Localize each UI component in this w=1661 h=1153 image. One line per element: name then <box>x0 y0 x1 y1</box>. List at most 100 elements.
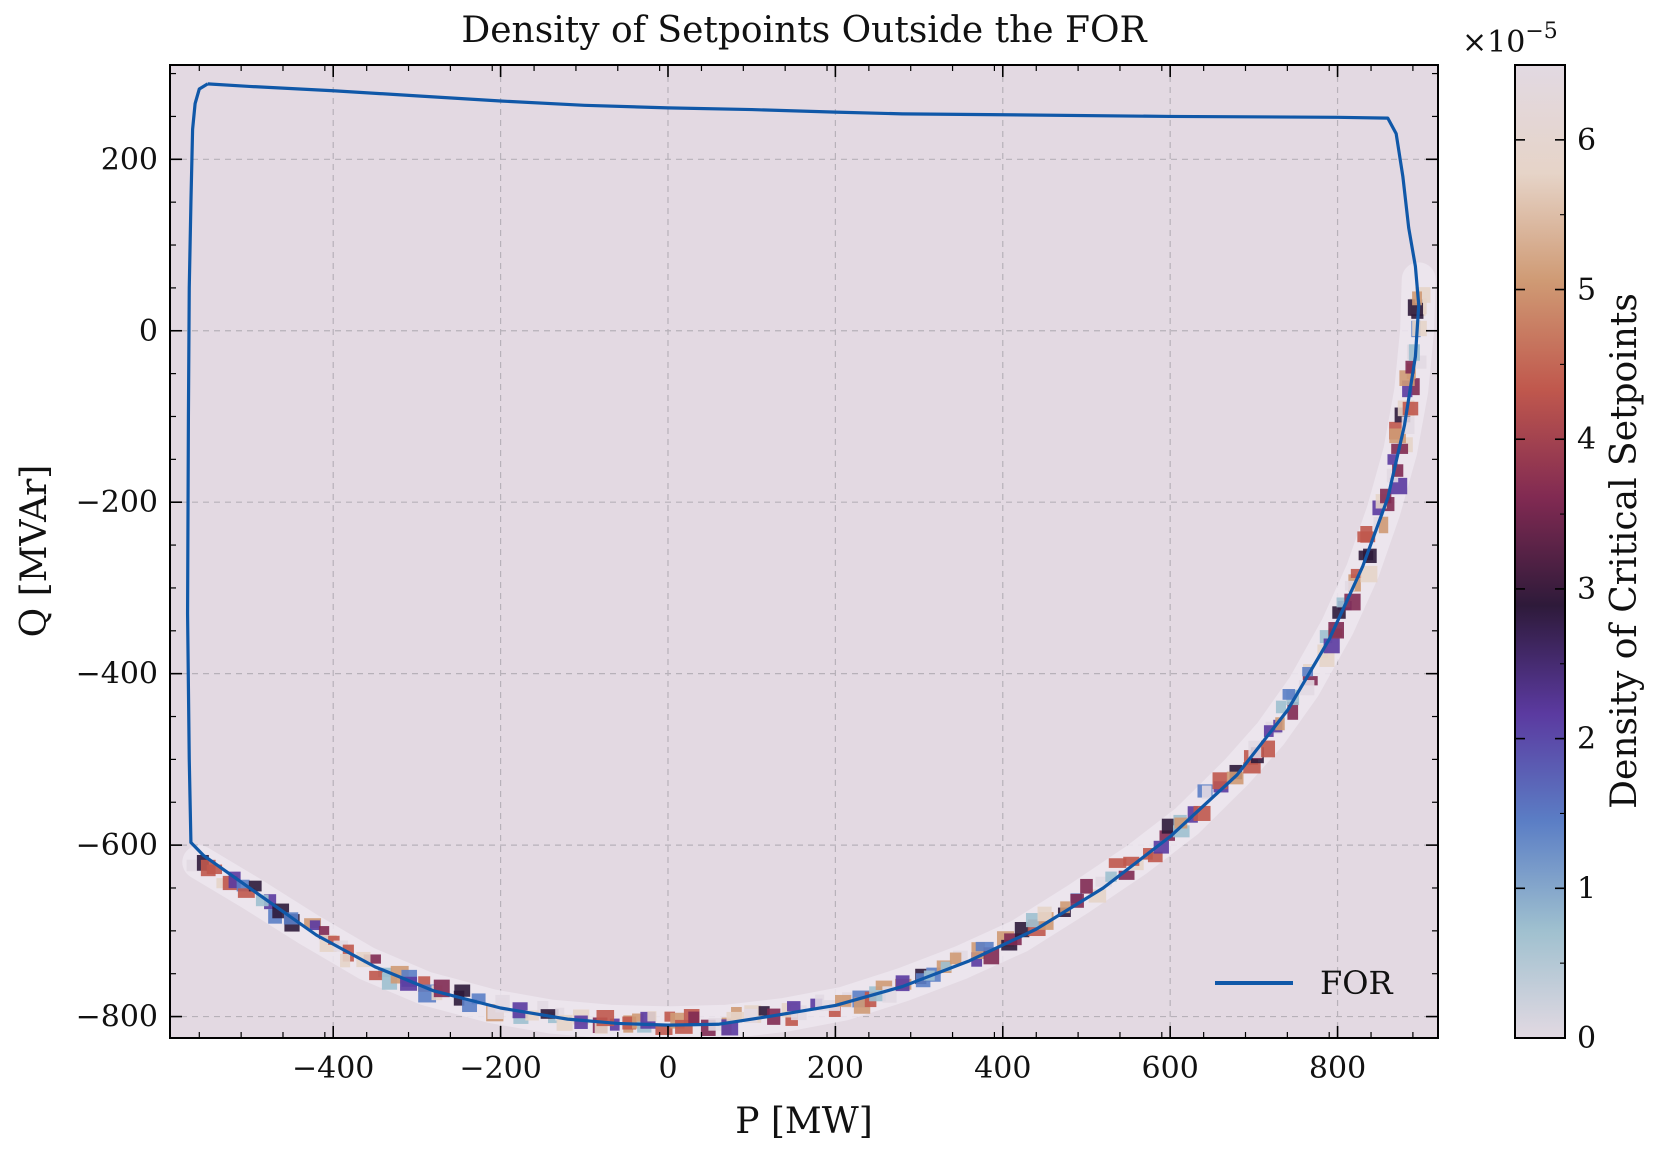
density-cell <box>513 1012 529 1024</box>
density-cell <box>1275 700 1286 714</box>
density-cell <box>454 984 471 997</box>
density-cell <box>1118 870 1135 880</box>
for-line <box>185 82 1421 1027</box>
colorbar-tick-label-2: 2 <box>1577 722 1596 757</box>
density-cell <box>1025 913 1041 928</box>
colorbar-tick-label-3: 3 <box>1577 572 1596 607</box>
x-tick-label-3: 200 <box>807 1051 864 1086</box>
density-cell <box>1243 762 1261 774</box>
density-cell <box>340 953 351 968</box>
density-cell <box>688 1011 700 1026</box>
y-tick-label-0: −800 <box>76 1000 158 1035</box>
x-tick-label-6: 800 <box>1309 1051 1366 1086</box>
density-cell <box>1380 488 1392 504</box>
density-cell <box>1153 840 1169 854</box>
plot-frame <box>169 64 1439 1039</box>
colorbar-label: Density of Critical Setpoints <box>1604 293 1645 809</box>
y-tick-label-5: 200 <box>101 142 158 177</box>
density-cell <box>875 980 893 990</box>
density-cell <box>647 1011 657 1022</box>
density-cell <box>1095 876 1113 887</box>
density-cell <box>555 1007 565 1021</box>
density-cell <box>1001 939 1018 951</box>
y-tick-label-2: −400 <box>76 657 158 692</box>
density-cell <box>1415 355 1427 369</box>
density-cell <box>664 1011 676 1022</box>
density-cell <box>835 994 852 1007</box>
plot-area <box>170 65 1438 1038</box>
density-cell <box>815 994 825 1012</box>
density-cell <box>1282 689 1296 700</box>
density-cell <box>1123 856 1140 866</box>
density-cell <box>1378 516 1389 534</box>
density-cell <box>1402 380 1413 398</box>
density-cell <box>1275 717 1285 731</box>
density-cell <box>1405 360 1415 374</box>
grid <box>170 65 1438 1038</box>
density-cell <box>1147 851 1163 863</box>
legend: FOR <box>1215 964 1393 1002</box>
colorbar-tick-label-6: 6 <box>1577 123 1596 158</box>
axis-ticks: −400 −200 0 200 400 600 800 −800 −600 −400 −200 0 20… <box>76 65 1438 1086</box>
x-tick-label-5: 600 <box>1142 1051 1199 1086</box>
chart-title: Density of Setpoints Outside the FOR <box>461 10 1147 51</box>
density-cell <box>1344 580 1355 591</box>
density-cell <box>1159 830 1175 841</box>
colorbar-tick-label-4: 4 <box>1577 422 1596 457</box>
density-cell <box>1037 906 1052 922</box>
colorbar-tick-label-1: 1 <box>1577 871 1596 906</box>
density-cell <box>940 961 952 972</box>
density-cell <box>237 888 255 898</box>
y-tick-label-1: −600 <box>76 828 158 863</box>
density-cell <box>333 940 349 952</box>
density-cell <box>1302 667 1314 677</box>
density-cell <box>1108 858 1127 868</box>
density-cell <box>1261 740 1276 758</box>
density-cell <box>1392 464 1404 477</box>
density-cell <box>309 920 321 931</box>
x-tick-label-2: 0 <box>658 1051 677 1086</box>
colorbar-tick-label-0: 0 <box>1577 1021 1596 1056</box>
density-cell <box>1384 497 1395 512</box>
density-cell <box>1360 565 1378 583</box>
x-axis-label: P [MW] <box>735 1101 873 1142</box>
x-tick-label-0: −400 <box>292 1051 374 1086</box>
density-cell <box>1287 702 1299 720</box>
density-cell <box>949 952 962 965</box>
density-cell <box>1105 871 1117 882</box>
colorbar-exponent: ×10−5 <box>1462 19 1558 60</box>
density-cell <box>787 1001 801 1012</box>
density-cell <box>758 1006 770 1016</box>
density-cell <box>471 993 486 1005</box>
density-cell <box>655 1024 673 1035</box>
density-cell <box>525 1010 539 1021</box>
density-cell <box>1350 568 1362 578</box>
density-cell <box>537 1000 549 1018</box>
density-cell <box>975 941 994 952</box>
density-cell <box>540 1009 559 1019</box>
density-cell <box>1387 454 1398 465</box>
x-tick-label-1: −200 <box>459 1051 541 1086</box>
density-cell <box>1412 320 1427 337</box>
density-cell <box>726 1011 745 1022</box>
density-cell <box>318 926 330 940</box>
x-tick-label-4: 400 <box>974 1051 1031 1086</box>
y-tick-label-4: 0 <box>139 314 158 349</box>
colorbar-tick-label-5: 5 <box>1577 273 1596 308</box>
density-cell <box>632 1013 644 1029</box>
colorbar-gradient <box>1514 64 1566 1039</box>
for-series <box>185 82 1421 1027</box>
density-cell <box>206 864 223 875</box>
density-cell <box>1357 531 1376 543</box>
density-cell <box>1201 785 1212 800</box>
density-cell <box>1336 597 1351 608</box>
density-cell <box>1174 817 1188 829</box>
density-cell <box>1060 901 1070 914</box>
density-cell <box>328 935 340 945</box>
y-axis-label: Q [MVAr] <box>14 465 55 638</box>
density-cell <box>236 879 250 892</box>
density-cell <box>369 970 383 981</box>
density-cell <box>255 894 269 907</box>
density-cell <box>186 859 204 872</box>
colorbar: 0 1 2 3 4 5 6 ×10−5 Density of Critical Setpoi… <box>1462 19 1645 1056</box>
